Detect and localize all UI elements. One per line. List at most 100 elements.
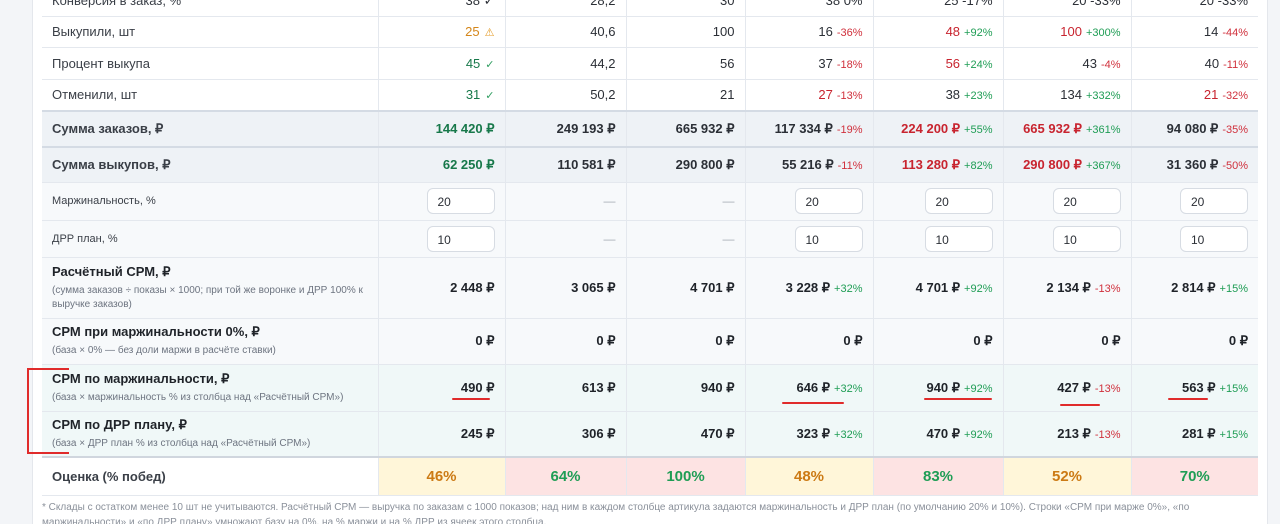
row-label: Сумма заказов, ₽: [42, 111, 379, 148]
row-label: Отменили, шт: [42, 79, 379, 112]
cell: 20: [873, 182, 1004, 221]
cell: 31 360 ₽ -50%: [1131, 147, 1258, 183]
check-icon: ✓: [485, 58, 495, 71]
delta-badge: +15%: [1219, 428, 1248, 441]
cell: 38 0%: [745, 0, 874, 17]
cell-value: 43: [1082, 55, 1097, 71]
cell: 0 ₽: [378, 318, 506, 365]
cell-value: 56: [945, 55, 961, 71]
margin-input[interactable]: 20: [924, 188, 993, 214]
delta-badge: +92%: [964, 282, 993, 295]
cell-value: 40: [1204, 55, 1220, 71]
cell: —: [626, 220, 746, 258]
cell: 323 ₽ +32%: [745, 411, 874, 458]
cell: 37 -18%: [745, 47, 874, 80]
comparison-table: Конверсия в заказ, % 38 ✓ 28,2 30 38 0% …: [42, 0, 1258, 496]
cell: 0 ₽: [1131, 318, 1258, 365]
delta-badge: +92%: [964, 27, 993, 39]
cell-value: 4 701 ₽: [915, 279, 961, 295]
cell: 38 ✓: [378, 0, 506, 17]
cell: 20: [1131, 182, 1258, 221]
table-row-total: Сумма заказов, ₽ 144 420 ₽ 249 193 ₽ 665…: [42, 111, 1258, 148]
cell: 117 334 ₽ -19%: [745, 111, 874, 148]
margin-input[interactable]: 20: [794, 188, 863, 214]
cell: 2 448 ₽: [378, 257, 506, 319]
score-cell: 46%: [378, 456, 506, 496]
row-subtitle: (база × маржинальность % из столбца над …: [52, 391, 344, 403]
margin-input[interactable]: 20: [1052, 188, 1121, 214]
cell: 20: [1003, 182, 1132, 221]
cell: 31 ✓: [378, 79, 506, 112]
cell: 940 ₽ +92%: [873, 364, 1004, 412]
cell: 50,2: [505, 79, 627, 112]
drr-input[interactable]: 10: [426, 225, 495, 252]
cell-value: 117 334 ₽: [774, 121, 833, 136]
delta-badge: +32%: [834, 282, 863, 295]
delta-badge: -50%: [1222, 159, 1248, 172]
delta-badge: +367%: [1085, 159, 1121, 172]
row-title: Расчётный СРМ, ₽: [52, 263, 171, 279]
row-label: Оценка (% побед): [42, 456, 379, 496]
cell: 10: [1131, 220, 1258, 258]
cell-value: 45: [465, 55, 481, 71]
cell-value: 25: [465, 24, 480, 39]
drr-input[interactable]: 10: [924, 225, 993, 252]
cell: 290 800 ₽: [626, 147, 746, 183]
cell-value: 940 ₽: [926, 379, 961, 395]
table-row: Конверсия в заказ, % 38 ✓ 28,2 30 38 0% …: [42, 0, 1258, 17]
cell: 38 +23%: [873, 79, 1004, 112]
cell: 27 -13%: [745, 79, 874, 112]
delta-badge: +23%: [964, 90, 993, 103]
drr-input[interactable]: 10: [1052, 225, 1121, 252]
cell: 43 -4%: [1003, 47, 1132, 80]
score-cell: 48%: [745, 456, 874, 496]
cell-value: 94 080 ₽: [1166, 121, 1219, 136]
cell-value: 31 360 ₽: [1166, 156, 1219, 172]
row-title: СРМ по ДРР плану, ₽: [52, 416, 187, 432]
delta-badge: +332%: [1085, 90, 1121, 103]
delta-badge: -13%: [1094, 382, 1121, 395]
cell: —: [505, 220, 627, 258]
delta-badge: -13%: [1094, 282, 1121, 295]
cell-value: 646 ₽: [796, 379, 831, 395]
empty-dash: —: [722, 231, 735, 246]
cell-value: 323 ₽: [796, 425, 831, 441]
margin-input[interactable]: 20: [1180, 188, 1248, 214]
cell: 100 +300%: [1003, 16, 1132, 48]
drr-input[interactable]: 10: [794, 225, 863, 252]
annotation-underline: [924, 398, 992, 400]
table-row: СРМ по ДРР плану, ₽ (база × ДРР план % и…: [42, 411, 1258, 458]
cell: 0 ₽: [626, 318, 746, 365]
delta-badge: +15%: [1219, 282, 1248, 295]
cell: 28,2: [505, 0, 627, 17]
cell-value: 2 134 ₽: [1046, 279, 1091, 295]
annotation-underline: [782, 402, 844, 404]
cell: 10: [378, 220, 506, 258]
cell: 245 ₽: [378, 411, 506, 458]
cell: 4 701 ₽ +92%: [873, 257, 1004, 319]
cell-value: 2 814 ₽: [1171, 279, 1216, 295]
table-row: Расчётный СРМ, ₽ (сумма заказов ÷ показы…: [42, 257, 1258, 319]
cell-value: 14: [1203, 24, 1219, 39]
cell: 470 ₽: [626, 411, 746, 458]
drr-input[interactable]: 10: [1180, 225, 1248, 252]
cell-value: 213 ₽: [1057, 425, 1091, 441]
cell-value: 113 280 ₽: [901, 156, 961, 172]
cell-value: 290 800 ₽: [1023, 156, 1082, 172]
footnote: * Склады с остатком менее 10 шт не учиты…: [42, 502, 1190, 524]
cell: 213 ₽ -13%: [1003, 411, 1132, 458]
cell-value: 144 420 ₽: [435, 121, 495, 136]
delta-badge: +92%: [964, 382, 993, 395]
score-cell: 52%: [1003, 456, 1132, 496]
cell: 490 ₽: [378, 364, 506, 412]
cell-value: 62 250 ₽: [442, 156, 495, 172]
cell: 62 250 ₽: [378, 147, 506, 183]
delta-badge: +300%: [1085, 27, 1121, 39]
row-subtitle: (база × ДРР план % из столбца над «Расчё…: [52, 437, 311, 449]
margin-input[interactable]: 20: [426, 188, 495, 214]
cell: 20: [745, 182, 874, 221]
cell: 14 -44%: [1131, 16, 1258, 48]
delta-badge: +24%: [964, 58, 993, 71]
cell: 613 ₽: [505, 364, 627, 412]
delta-badge: +82%: [964, 159, 993, 172]
